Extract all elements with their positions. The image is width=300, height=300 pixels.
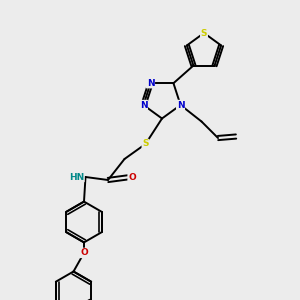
- Text: S: S: [142, 140, 149, 148]
- Text: N: N: [140, 100, 147, 109]
- Text: HN: HN: [69, 172, 84, 182]
- Text: N: N: [147, 79, 154, 88]
- Text: O: O: [128, 172, 136, 182]
- Text: N: N: [177, 100, 184, 109]
- Text: O: O: [80, 248, 88, 257]
- Text: S: S: [201, 28, 207, 38]
